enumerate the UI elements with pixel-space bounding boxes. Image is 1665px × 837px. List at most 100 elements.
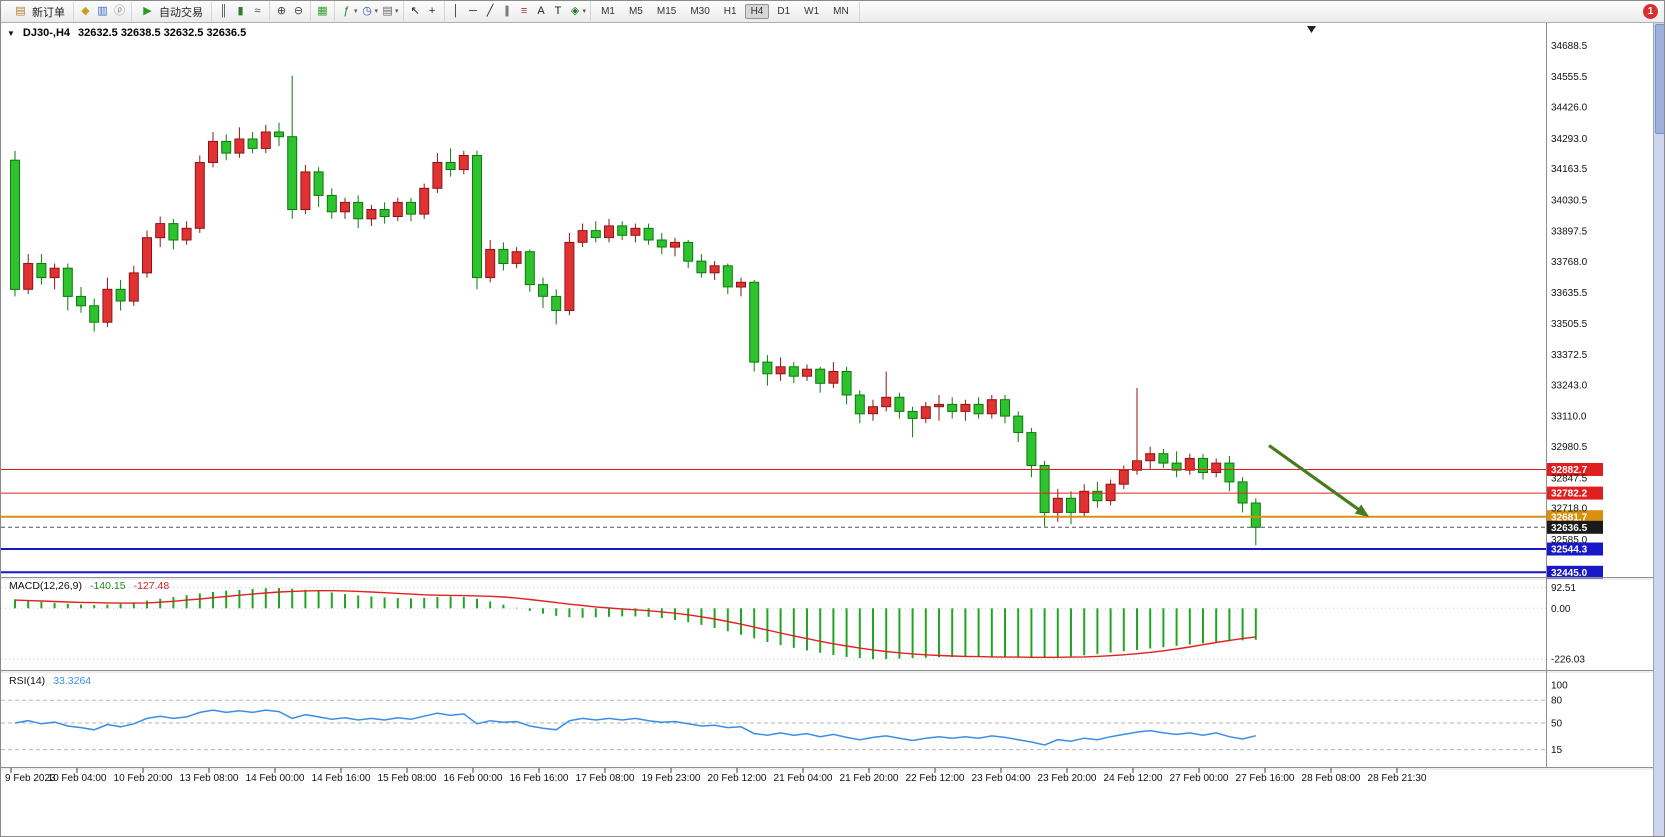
- arrows-icon[interactable]: ◈: [570, 4, 580, 17]
- toolbar-group-quick: ◆ ▥ ⓟ: [74, 1, 132, 22]
- annotation-arrowhead[interactable]: [1354, 504, 1370, 518]
- equidistant-channel-icon[interactable]: ∥: [504, 4, 510, 17]
- svg-text:32980.5: 32980.5: [1551, 442, 1588, 453]
- text-icon[interactable]: A: [537, 4, 545, 17]
- svg-text:32782.2: 32782.2: [1551, 489, 1588, 500]
- svg-text:32585.0: 32585.0: [1551, 535, 1588, 546]
- toolbar-group-timeframes: M1 M5 M15 M30 H1 H4 D1 W1 MN: [591, 1, 860, 22]
- svg-text:32544.3: 32544.3: [1551, 545, 1588, 556]
- new-order-button[interactable]: ▤ 新订单: [9, 3, 69, 21]
- svg-text:10 Feb 20:00: 10 Feb 20:00: [114, 773, 173, 784]
- timeframe-m15[interactable]: M15: [656, 6, 677, 17]
- timeframe-m5[interactable]: M5: [628, 6, 643, 17]
- svg-text:23 Feb 20:00: 23 Feb 20:00: [1038, 773, 1097, 784]
- macd-name: MACD(12,26,9): [9, 580, 82, 592]
- chart-shift-icon[interactable]: ◆: [81, 5, 90, 17]
- zoom-in-icon[interactable]: ⊕: [276, 4, 287, 17]
- crosshair-icon[interactable]: +: [428, 4, 436, 17]
- timeframe-w1[interactable]: W1: [804, 6, 820, 17]
- timeframe-m1[interactable]: M1: [601, 6, 615, 17]
- toolbar-group-chart-type: ║ ▮ ≈: [212, 1, 270, 21]
- market-watch-icon[interactable]: ▥: [97, 5, 108, 17]
- timeframe-h1[interactable]: H1: [723, 6, 737, 17]
- candlestick-chart-icon[interactable]: ▮: [237, 4, 244, 17]
- text-label-icon[interactable]: T: [554, 4, 562, 17]
- zoom-out-icon[interactable]: ⊖: [293, 4, 304, 17]
- svg-text:15: 15: [1551, 745, 1563, 756]
- vertical-line-icon[interactable]: │: [452, 4, 460, 17]
- toolbar-group-autotrading: ▶ 自动交易: [132, 1, 212, 22]
- chart-shift-marker-icon[interactable]: [1307, 26, 1316, 33]
- periods-icon[interactable]: ◷: [362, 4, 372, 17]
- auto-trading-button[interactable]: ▶ 自动交易: [136, 3, 207, 21]
- svg-text:34688.5: 34688.5: [1551, 41, 1588, 52]
- line-chart-icon[interactable]: ≈: [254, 4, 261, 17]
- toolbar-group-zoom: ⊕ ⊖: [270, 1, 311, 21]
- svg-text:32847.5: 32847.5: [1551, 473, 1588, 484]
- toolbar-group-chart-tools: ƒ ▾ ◷ ▾ ▤ ▾: [335, 1, 404, 21]
- svg-text:13 Feb 08:00: 13 Feb 08:00: [180, 773, 239, 784]
- vertical-scrollbar-thumb[interactable]: [1655, 24, 1664, 134]
- svg-text:14 Feb 00:00: 14 Feb 00:00: [246, 773, 305, 784]
- notification-badge[interactable]: 1: [1643, 4, 1658, 19]
- rsi-grid: 100 80 50 15: [1, 681, 1568, 756]
- macd-indicator: [14, 588, 1257, 660]
- horizontal-line-icon[interactable]: ─: [469, 4, 477, 17]
- rsi-line: [14, 709, 1256, 746]
- chart-ohlc-values: 32632.5 32638.5 32632.5 32636.5: [78, 27, 247, 39]
- chart-title: ▼ DJ30-,H4 32632.5 32638.5 32632.5 32636…: [7, 27, 246, 39]
- toolbar-group-cursors: ↖ +: [404, 1, 445, 21]
- svg-text:33505.5: 33505.5: [1551, 319, 1588, 330]
- templates-icon[interactable]: ▤: [382, 4, 393, 17]
- svg-text:10 Feb 04:00: 10 Feb 04:00: [48, 773, 107, 784]
- svg-text:33635.5: 33635.5: [1551, 288, 1588, 299]
- tile-windows-icon[interactable]: ▦: [317, 4, 328, 17]
- timeframe-d1[interactable]: D1: [777, 6, 791, 17]
- dropdown-arrow-icon[interactable]: ▾: [354, 8, 358, 15]
- mql5-community-icon[interactable]: ⓟ: [114, 5, 125, 17]
- svg-text:21 Feb 20:00: 21 Feb 20:00: [840, 773, 899, 784]
- toolbar-group-objects: │ ─ ╱ ∥ ≡ A T ◈ ▾: [445, 1, 592, 21]
- svg-text:0.00: 0.00: [1551, 604, 1571, 615]
- candles: [10, 75, 1261, 546]
- svg-text:32882.7: 32882.7: [1551, 465, 1588, 476]
- svg-text:92.51: 92.51: [1551, 583, 1576, 594]
- svg-text:23 Feb 04:00: 23 Feb 04:00: [972, 773, 1031, 784]
- svg-text:27 Feb 16:00: 27 Feb 16:00: [1236, 773, 1295, 784]
- chart-canvas[interactable]: 92.51 0.00 -226.03 100 80 50 15 32882.7 32782.2 3…: [1, 23, 1665, 837]
- toolbar-icon-groups: ║ ▮ ≈ ⊕ ⊖ ▦ ƒ ▾ ◷ ▾ ▤ ▾ ↖ + │ ─ ╱ ∥ ≡ A T ◈ ▾: [212, 1, 592, 22]
- timeframe-mn[interactable]: MN: [833, 6, 849, 17]
- cursor-icon[interactable]: ↖: [410, 4, 420, 17]
- svg-text:34163.5: 34163.5: [1551, 164, 1588, 175]
- svg-text:50: 50: [1551, 719, 1563, 730]
- indicators-icon[interactable]: ƒ: [343, 4, 350, 17]
- one-click-expand-icon[interactable]: ▼: [7, 28, 15, 38]
- auto-trading-play-icon: ▶: [143, 5, 152, 17]
- svg-text:14 Feb 16:00: 14 Feb 16:00: [312, 773, 371, 784]
- macd-grid: 92.51 0.00 -226.03: [1, 583, 1585, 666]
- svg-text:19 Feb 23:00: 19 Feb 23:00: [642, 773, 701, 784]
- svg-text:34293.0: 34293.0: [1551, 134, 1588, 145]
- svg-text:100: 100: [1551, 681, 1568, 692]
- dropdown-arrow-icon[interactable]: ▾: [374, 8, 379, 15]
- macd-label: MACD(12,26,9) -140.15 -127.48: [9, 580, 169, 592]
- trendline-icon[interactable]: ╱: [486, 4, 494, 17]
- fibonacci-icon[interactable]: ≡: [520, 4, 528, 17]
- vertical-scrollbar[interactable]: [1653, 23, 1664, 836]
- annotation-arrow[interactable]: [1268, 444, 1364, 514]
- svg-text:-226.03: -226.03: [1551, 655, 1585, 666]
- svg-text:80: 80: [1551, 696, 1563, 707]
- svg-text:27 Feb 00:00: 27 Feb 00:00: [1170, 773, 1229, 784]
- timeframe-h4[interactable]: H4: [744, 4, 770, 19]
- auto-trading-label: 自动交易: [159, 6, 203, 19]
- rsi-label: RSI(14) 33.3264: [9, 675, 91, 687]
- svg-text:22 Feb 12:00: 22 Feb 12:00: [906, 773, 965, 784]
- new-order-label: 新订单: [32, 6, 65, 19]
- dropdown-arrow-icon[interactable]: ▾: [582, 8, 587, 15]
- dropdown-arrow-icon[interactable]: ▾: [395, 8, 399, 15]
- timeframe-m30[interactable]: M30: [690, 6, 710, 17]
- bar-chart-icon[interactable]: ║: [219, 4, 228, 17]
